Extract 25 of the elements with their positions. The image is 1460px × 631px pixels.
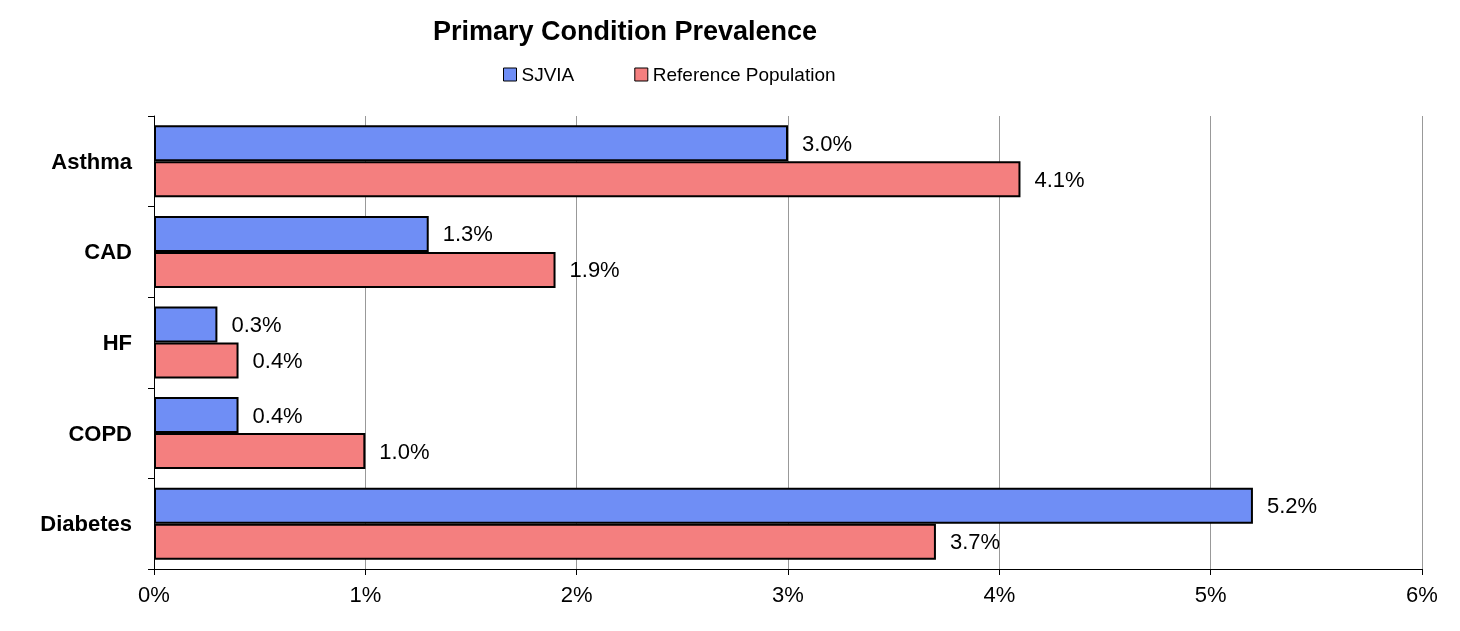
data-label: 0.4% [252, 402, 303, 428]
data-label: 1.9% [569, 257, 620, 283]
chart-title: Primary Condition Prevalence [433, 15, 818, 46]
x-tick-label: 2% [560, 581, 593, 607]
y-tick-label: Diabetes [40, 511, 132, 537]
y-tick-label: COPD [68, 420, 132, 446]
y-tick-label: Asthma [51, 148, 133, 174]
data-label: 4.1% [1034, 166, 1085, 192]
x-tick-label: 3% [772, 581, 804, 607]
legend-label: SJVIA [521, 64, 575, 85]
data-label: 0.3% [231, 312, 282, 337]
x-tick-label: 0% [138, 581, 170, 607]
y-tick-label: CAD [84, 239, 132, 265]
x-tick-label: 4% [983, 581, 1016, 607]
y-tick-label: HF [102, 330, 132, 355]
x-tick-label: 5% [1194, 581, 1227, 607]
data-label: 1.0% [379, 438, 430, 464]
data-label: 1.3% [442, 221, 493, 247]
legend-label: Reference Population [652, 64, 836, 85]
data-label: 0.4% [252, 348, 303, 373]
data-label: 3.0% [802, 130, 853, 156]
data-label: 5.2% [1266, 493, 1318, 519]
data-label: 3.7% [949, 529, 1001, 555]
x-tick-label: 1% [349, 581, 382, 607]
x-tick-label: 6% [1406, 581, 1438, 607]
